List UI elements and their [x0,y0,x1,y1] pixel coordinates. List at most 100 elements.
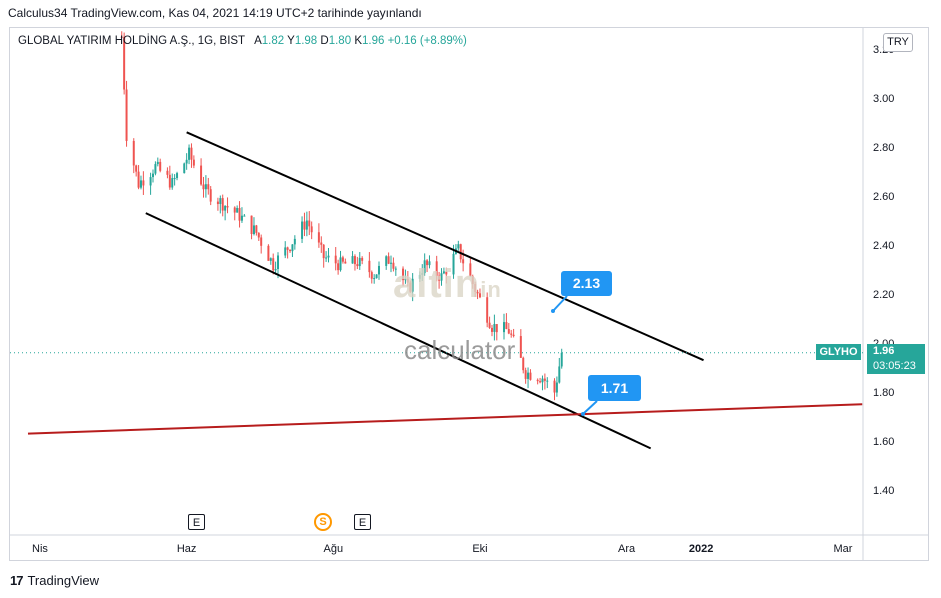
candle-body [317,232,320,243]
candle-body [226,205,229,208]
candle-body [462,259,465,264]
x-axis[interactable]: Nis Haz Ağu Eki Ara 2022 Mar [32,543,853,555]
candle-body [488,322,491,328]
candle-body [560,352,563,367]
candle-body [277,255,280,270]
callout-upper[interactable]: 2.13 [561,271,612,296]
candle-body [435,261,438,276]
candle-body [529,372,532,380]
candle-body [322,244,325,259]
candle-body [527,372,530,379]
candle-body [320,242,323,245]
candle-body [284,247,287,256]
watermark-brand: altinin [393,262,502,306]
candle-body [257,232,260,238]
candle-body [370,272,373,279]
y-tick-label: 1.80 [873,387,894,399]
candle-body [293,238,296,245]
candle-body [250,215,253,234]
candle-body [385,256,388,266]
candle-body [260,237,263,246]
candle-body [522,357,525,371]
candle-body [474,284,477,292]
candle-body [137,171,140,188]
candle-body [490,327,493,332]
symbol-legend[interactable]: GLOBAL YATIRIM HOLDİNG A.Ş., 1G, BIST A1… [18,35,467,47]
candle-body [476,291,479,294]
candle-body [361,257,364,261]
currency-badge[interactable]: TRY [883,33,913,52]
candle-body [387,256,390,264]
candle-body [267,245,270,261]
candle-body [358,257,361,267]
candles-group [120,31,563,401]
earnings-event-1[interactable]: E [188,514,205,530]
candle-body [341,257,344,262]
candle-body [409,282,412,292]
channel-lower-line[interactable] [145,212,652,450]
ohlc-values: A1.82 Y1.98 D1.80 K1.96 +0.16 (+8.89%) [254,35,467,47]
candle-body [402,268,405,281]
split-event[interactable]: S [314,513,332,531]
candle-body [120,36,123,38]
candle-body [325,257,328,259]
candle-body [286,247,289,250]
symbol-name: GLOBAL YATIRIM HOLDİNG A.Ş., 1G, BIST [18,35,245,47]
candle-body [209,189,212,202]
candle-body [459,244,462,260]
candle-body [394,268,397,270]
support-line[interactable] [27,403,863,435]
y-axis[interactable]: 1.401.601.802.002.202.402.602.803.003.20 [873,44,894,497]
candle-body [173,178,176,180]
y-tick-label: 2.40 [873,240,894,252]
earnings-event-2[interactable]: E [354,514,371,530]
candle-body [176,173,179,179]
channel-upper-line[interactable] [186,131,704,362]
candle-body [327,255,330,258]
candle-body [240,215,243,221]
callout-lower[interactable]: 1.71 [588,375,641,401]
candle-body [142,180,145,186]
candle-body [183,163,186,174]
last-price-tag[interactable]: 1.96 03:05:23 [867,344,925,374]
candle-body [428,261,431,266]
candle-body [406,278,409,283]
candle-body [440,273,443,281]
callout-upper-pointer [552,295,568,312]
candle-body [151,173,154,178]
candle-body [426,260,429,266]
candle-body [553,380,556,393]
candle-body [305,220,308,230]
candle-body [418,274,421,279]
candle-body [339,257,342,271]
candle-body [404,278,407,281]
candle-body [519,336,522,358]
candle-body [375,274,378,279]
x-tick-label: Ağu [324,543,344,555]
candle-body [507,329,510,334]
candle-body [452,253,455,275]
candle-body [353,256,356,265]
candle-body [539,381,542,383]
candle-body [236,208,239,213]
candle-body [344,261,347,264]
trendlines-group[interactable] [10,131,863,450]
candle-body [255,225,258,233]
candle-body [135,165,138,172]
callout-lower-anchor [581,412,585,416]
candle-body [421,273,424,275]
chart-frame[interactable] [9,27,929,561]
candle-body [200,165,203,185]
candle-body [308,220,311,227]
candle-body [224,205,227,211]
ticker-tag[interactable]: GLYHO [816,344,861,360]
candle-body [132,140,135,166]
candle-body [486,297,489,323]
candle-body [351,256,354,264]
x-tick-label: Ara [618,543,636,555]
candle-body [373,278,376,280]
candle-body [221,198,224,211]
candle-body [238,208,241,221]
y-tick-label: 1.40 [873,485,894,497]
watermark-text: calculator [404,335,516,365]
